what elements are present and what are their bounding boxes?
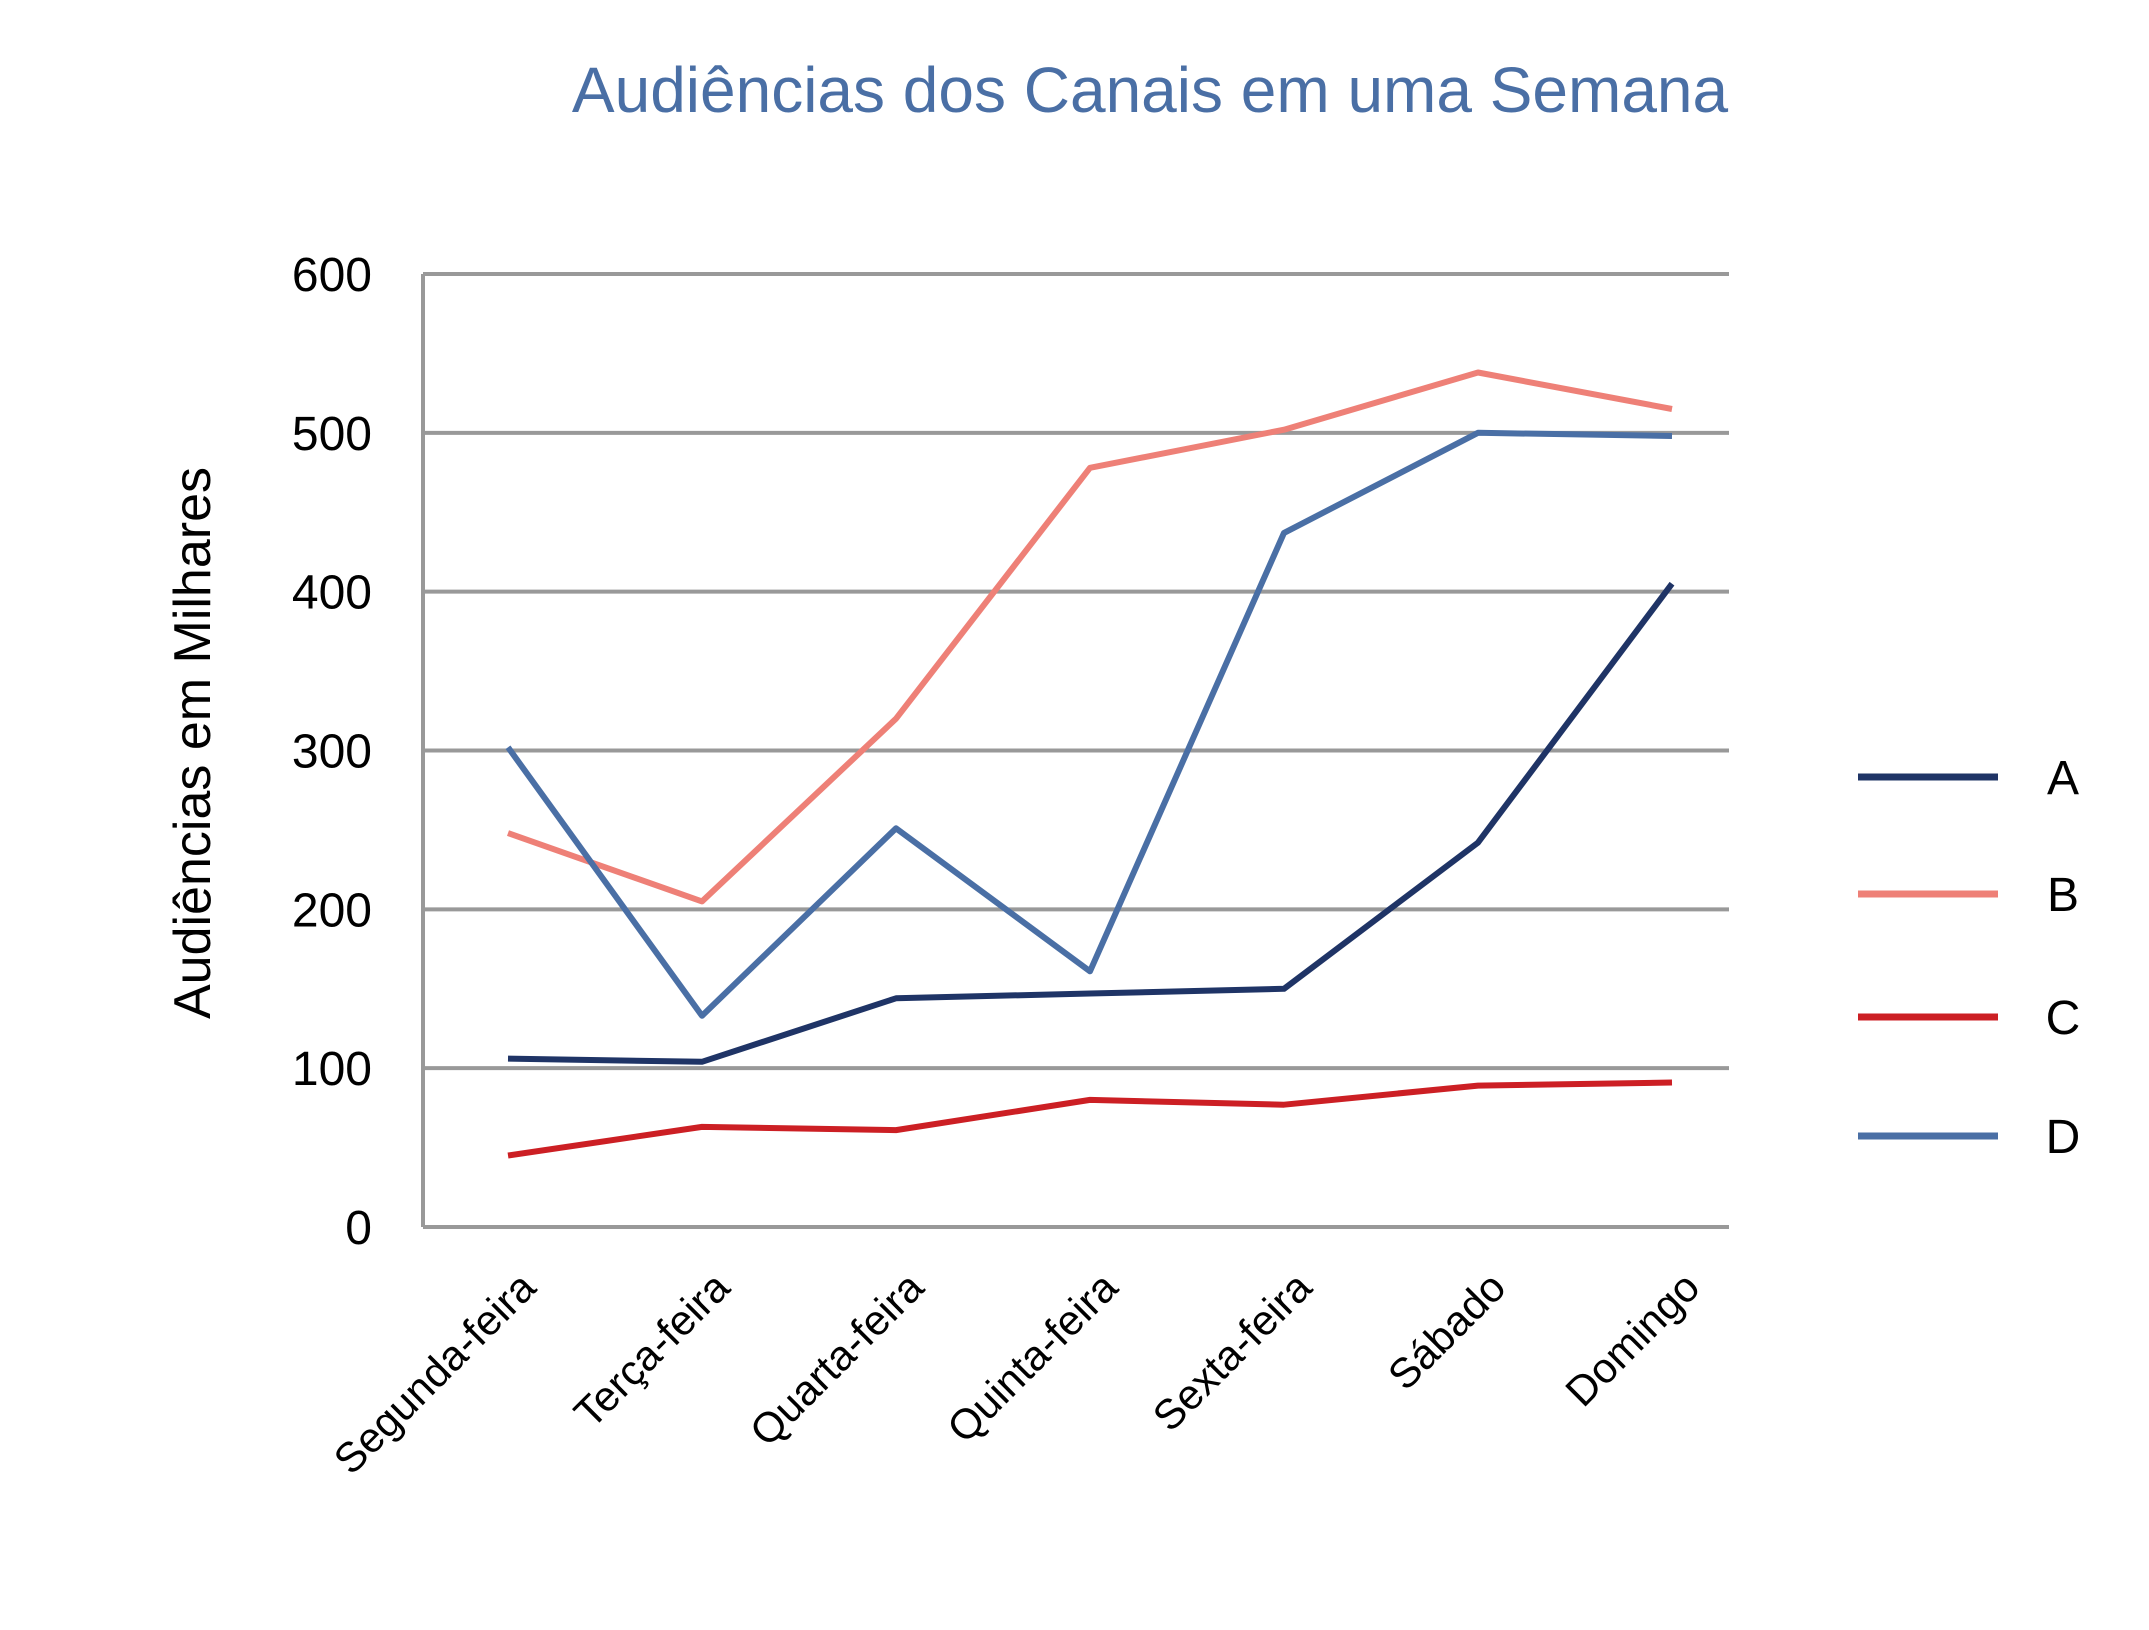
legend-item-a: A <box>1858 752 2079 805</box>
y-tick-label: 600 <box>292 249 372 302</box>
y-tick-label: 500 <box>292 408 372 461</box>
gridlines <box>423 272 1729 1071</box>
legend-item-c: C <box>1858 992 2080 1045</box>
legend-label: D <box>2046 1111 2081 1164</box>
series-line-d <box>505 429 1673 1019</box>
series-line-b <box>507 369 1673 905</box>
legend-item-b: B <box>1858 869 2079 922</box>
series-line-a <box>507 581 1675 1065</box>
axes <box>421 274 1729 1229</box>
y-tick-labels: 0 100 200 300 400 500 600 <box>292 249 372 1255</box>
legend-item-d: D <box>1858 1111 2080 1164</box>
x-tick-label: Sábado <box>1379 1263 1515 1399</box>
x-tick-label: Domingo <box>1556 1263 1708 1415</box>
series-lines <box>505 369 1675 1159</box>
y-tick-label: 400 <box>292 567 372 620</box>
y-axis-label: Audiências em Milhares <box>164 467 222 1019</box>
x-tick-label: Sexta-feira <box>1144 1263 1321 1440</box>
legend: A B C D <box>1858 752 2080 1164</box>
legend-label: A <box>2047 752 2079 805</box>
chart-title: Audiências dos Canais em uma Semana <box>572 54 1729 126</box>
x-tick-label: Terça-feira <box>565 1263 739 1437</box>
legend-label: B <box>2047 869 2079 922</box>
x-tick-labels: Segunda-feira Terça-feira Quarta-feira Quin… <box>325 1263 1709 1483</box>
x-tick-label: Segunda-feira <box>325 1263 545 1483</box>
y-tick-label: 200 <box>292 884 372 937</box>
series-line-c <box>507 1079 1673 1159</box>
x-tick-label: Quinta-feira <box>938 1263 1127 1452</box>
x-tick-label: Quarta-feira <box>741 1263 933 1455</box>
y-tick-label: 300 <box>292 726 372 779</box>
legend-label: C <box>2046 992 2081 1045</box>
y-tick-label: 100 <box>292 1043 372 1096</box>
y-tick-label: 0 <box>345 1202 372 1255</box>
